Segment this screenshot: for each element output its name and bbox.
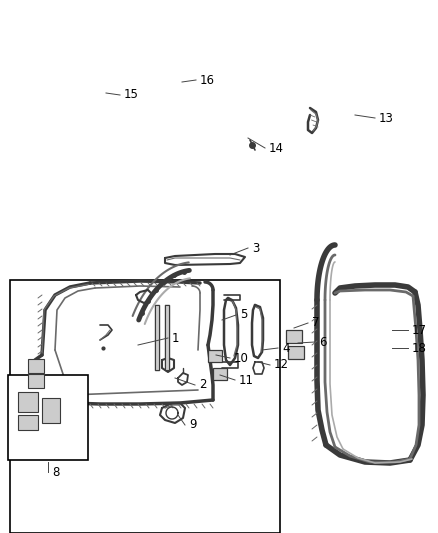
- Text: 4: 4: [282, 342, 290, 354]
- Bar: [208, 350, 222, 362]
- Text: 3: 3: [252, 241, 259, 254]
- Bar: [286, 330, 302, 343]
- Bar: [18, 415, 38, 430]
- Text: 16: 16: [200, 74, 215, 86]
- Text: 18: 18: [412, 342, 427, 354]
- Text: 1: 1: [172, 332, 180, 344]
- Bar: [28, 374, 44, 388]
- Bar: [10, 280, 280, 533]
- Text: 10: 10: [234, 351, 249, 365]
- Bar: [28, 359, 44, 373]
- Text: 2: 2: [199, 378, 206, 392]
- Text: 8: 8: [52, 465, 60, 479]
- Bar: [42, 398, 60, 423]
- Text: 15: 15: [124, 88, 139, 101]
- Bar: [288, 346, 304, 359]
- Text: 14: 14: [269, 141, 284, 155]
- Text: 11: 11: [239, 374, 254, 386]
- Bar: [213, 368, 227, 380]
- Text: 7: 7: [312, 317, 319, 329]
- Bar: [155, 305, 159, 370]
- Bar: [8, 375, 88, 460]
- Text: 12: 12: [274, 359, 289, 372]
- Text: 5: 5: [240, 309, 247, 321]
- Text: 9: 9: [189, 418, 197, 432]
- Bar: [18, 392, 38, 412]
- Text: 17: 17: [412, 324, 427, 336]
- Text: 13: 13: [379, 111, 394, 125]
- Text: 6: 6: [319, 335, 326, 349]
- Bar: [165, 305, 169, 370]
